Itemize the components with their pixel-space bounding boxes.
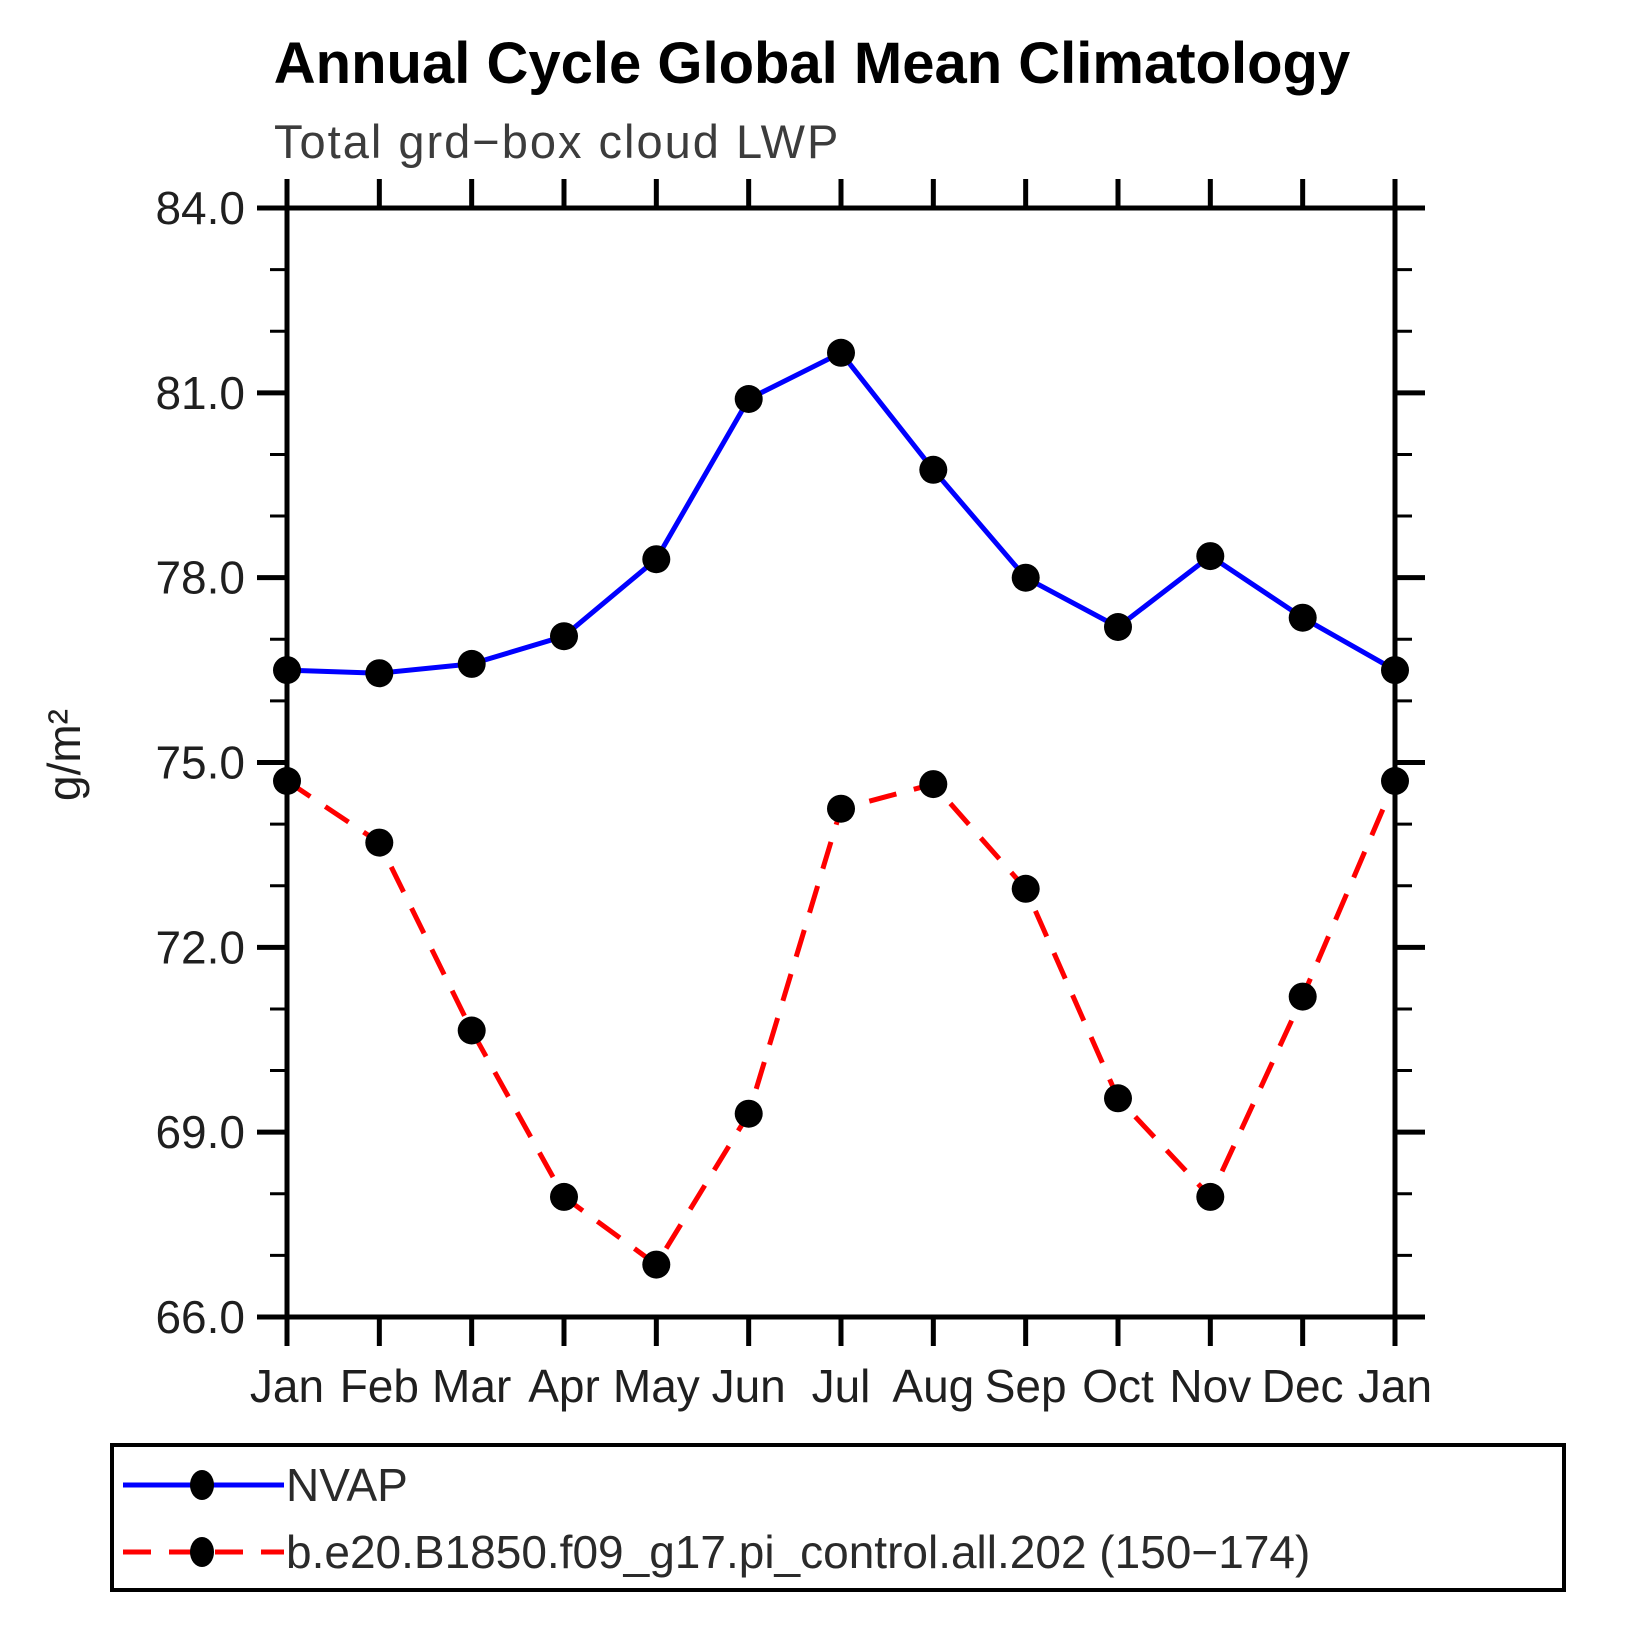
data-point-marker-nvap	[1381, 656, 1409, 685]
y-tick-label: 66.0	[155, 1291, 245, 1343]
y-tick-label: 69.0	[155, 1106, 245, 1158]
y-tick-label: 78.0	[155, 552, 245, 604]
data-point-marker-model	[457, 1016, 486, 1045]
x-tick-label: Dec	[1262, 1360, 1344, 1412]
x-tick-label: Jan	[250, 1360, 324, 1412]
data-point-marker-model	[1104, 1084, 1132, 1113]
y-tick-label: 72.0	[155, 921, 245, 973]
data-point-marker-nvap	[457, 649, 486, 678]
data-point-marker-model	[827, 794, 855, 823]
data-point-marker-nvap	[827, 338, 855, 367]
x-tick-label: Aug	[892, 1360, 974, 1412]
y-tick-label: 75.0	[155, 737, 245, 789]
legend-box: NVAP b.e20.B1850.f09_g17.pi_control.all.…	[110, 1443, 1566, 1592]
data-point-marker-model	[273, 767, 301, 795]
chart-title: Annual Cycle Global Mean Climatology	[274, 31, 1350, 96]
data-point-marker-nvap	[273, 656, 301, 685]
x-tick-label: Oct	[1082, 1360, 1154, 1412]
legend-marker-model	[190, 1537, 214, 1567]
x-tick-label: Mar	[432, 1360, 511, 1412]
data-point-marker-nvap	[734, 385, 763, 413]
legend-marker-nvap	[190, 1470, 214, 1500]
legend-label-model: b.e20.B1850.f09_g17.pi_control.all.202 (…	[286, 1526, 1310, 1578]
x-tick-label: May	[613, 1360, 700, 1412]
series-line-nvap	[286, 350, 1397, 676]
data-point-marker-model	[642, 1250, 671, 1279]
data-point-marker-model	[365, 828, 394, 857]
chart-subtitle: Total grd−box cloud LWP	[274, 115, 840, 168]
legend-border	[110, 1443, 1566, 1592]
plot-frame	[284, 205, 1398, 1320]
data-point-marker-model	[1381, 767, 1409, 795]
data-point-marker-model	[1288, 982, 1317, 1011]
data-point-marker-model	[550, 1182, 578, 1211]
data-point-marker-nvap	[365, 659, 394, 688]
x-tick-label: Nov	[1169, 1360, 1251, 1412]
data-point-marker-model	[919, 770, 948, 799]
data-point-marker-nvap	[642, 545, 671, 574]
series-line-model	[285, 778, 1398, 1268]
x-tick-label: Apr	[528, 1360, 600, 1412]
data-point-marker-nvap	[919, 455, 948, 484]
data-point-marker-model	[1011, 874, 1040, 903]
x-tick-label: Jun	[712, 1360, 786, 1412]
data-point-marker-model	[734, 1099, 763, 1128]
legend-entry-nvap: NVAP	[123, 1459, 408, 1511]
legend-label-nvap: NVAP	[286, 1459, 408, 1511]
legend-entry-model: b.e20.B1850.f09_g17.pi_control.all.202 (…	[123, 1526, 1310, 1578]
data-point-marker-nvap	[1104, 613, 1132, 641]
x-tick-label: Sep	[985, 1360, 1067, 1412]
y-tick-label: 81.0	[155, 367, 245, 419]
data-point-marker-nvap	[1196, 542, 1225, 571]
x-tick-label: Feb	[340, 1360, 419, 1412]
data-point-marker-model	[1196, 1182, 1225, 1211]
data-point-marker-nvap	[1011, 563, 1040, 592]
x-tick-label: Jan	[1358, 1360, 1432, 1412]
x-tick-label: Jul	[812, 1360, 871, 1412]
y-tick-label: 84.0	[155, 182, 245, 234]
y-axis-title: g/m²	[38, 709, 90, 801]
data-point-marker-nvap	[1288, 603, 1317, 632]
data-point-marker-nvap	[550, 622, 578, 651]
